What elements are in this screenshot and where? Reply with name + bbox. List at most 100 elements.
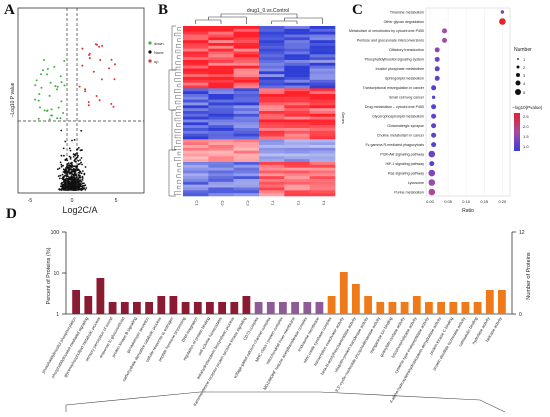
panel-a-letter: A (4, 2, 15, 18)
go-left-ylabel: Percent of Proteins (%) (46, 247, 52, 304)
volcano-point (68, 181, 71, 183)
volcano-point-up (81, 64, 84, 67)
heatmap-cell (259, 85, 285, 89)
volcano-point-down (56, 117, 59, 120)
bubble-category-label: Glycerophospholipid metabolism (372, 115, 424, 119)
volcano-point (66, 165, 68, 168)
dendrogram-branch (177, 185, 181, 190)
volcano-point (68, 147, 71, 150)
heatmap-cell (309, 156, 336, 160)
go-bar (339, 272, 348, 314)
heatmap-cell (233, 60, 260, 64)
volcano-xlabel: Log2C/A (62, 205, 97, 215)
bubble-size-legend: Number 1 2 3 4 5 (514, 47, 532, 95)
heatmap-cell (284, 170, 310, 174)
bubble-point (431, 104, 437, 110)
heatmap-cell (284, 40, 310, 44)
heatmap-cell (208, 181, 234, 185)
heatmap-cell (233, 125, 260, 129)
volcano-point-up (110, 102, 113, 105)
heatmap-cell (183, 113, 209, 117)
heatmap-cell (259, 193, 285, 197)
heatmap-cell (208, 116, 234, 120)
heatmap-cell (284, 96, 310, 100)
volcano-point (81, 170, 84, 173)
size-legend-label: 2 (523, 65, 526, 70)
volcano-point (62, 176, 64, 179)
heatmap-cell (309, 122, 336, 126)
heatmap-cell (208, 51, 234, 55)
go-bar (303, 302, 312, 314)
heatmap-cell (284, 54, 310, 58)
heatmap-cell (259, 133, 285, 137)
dendrogram-branch (175, 112, 181, 116)
heatmap-cell (183, 119, 209, 123)
heatmap-cell (284, 45, 310, 49)
heatmap-panel: drug1_0.vs.Control C1 C2 C3 T1 T2 T3 Genes (168, 8, 346, 206)
heatmap-cell (233, 145, 260, 149)
heatmap-cell (259, 31, 285, 35)
heatmap-cell (208, 74, 234, 78)
heatmap-cell (259, 65, 285, 69)
volcano-point-down (34, 84, 37, 87)
heatmap-cell (208, 28, 234, 32)
volcano-point-down (48, 118, 51, 121)
dendrogram-branch (174, 117, 181, 122)
volcano-point (60, 163, 63, 166)
heatmap-cell (259, 111, 285, 115)
go-bar (461, 302, 470, 314)
heatmap-cell (183, 122, 209, 126)
volcano-point (62, 164, 64, 167)
heatmap-cell (233, 150, 260, 154)
heatmap-cell (208, 159, 234, 163)
heatmap-cell (259, 88, 285, 92)
volcano-point-up (98, 99, 101, 102)
volcano-point (79, 149, 82, 152)
heatmap-cell (284, 190, 310, 194)
heatmap-cell (259, 176, 285, 180)
heatmap-cell (233, 167, 260, 171)
heatmap-cell (233, 162, 260, 166)
heatmap-cell (284, 130, 310, 134)
dendrogram-branch (174, 134, 181, 139)
bubble-point (431, 113, 437, 119)
volcano-point (66, 166, 68, 169)
heatmap-cell (183, 43, 209, 47)
color-legend-tick: 2.5 (523, 114, 529, 119)
bubble-point (428, 179, 436, 186)
heatmap-cell (208, 111, 234, 115)
heatmap-cell (284, 176, 310, 180)
dendrogram-branch (177, 27, 181, 31)
heatmap-cell (309, 136, 336, 140)
heatmap-cell (233, 130, 260, 134)
bubble-point (431, 95, 436, 100)
volcano-point-up (81, 47, 84, 50)
volcano-point-up (98, 45, 101, 48)
heatmap-cell (259, 184, 285, 188)
volcano-point (68, 184, 71, 187)
heatmap-column-label: C2 (220, 200, 225, 206)
heatmap-cell (183, 159, 209, 163)
volcano-point-down (60, 81, 63, 84)
go-bar (364, 296, 372, 314)
volcano-point (59, 161, 62, 164)
go-bar (157, 296, 166, 314)
heatmap-cell (233, 153, 260, 157)
dendrogram-branch (176, 163, 181, 167)
heatmap-cell (208, 130, 234, 134)
heatmap-cell (183, 40, 209, 44)
volcano-point-up (94, 43, 97, 46)
volcano-point (83, 185, 86, 187)
volcano-point (61, 181, 63, 184)
heatmap-cell (284, 79, 310, 83)
volcano-points (34, 43, 116, 191)
heatmap-cell (233, 136, 260, 140)
volcano-point (64, 182, 67, 185)
volcano-point (68, 166, 71, 169)
heatmap-cell (284, 28, 310, 32)
volcano-point (84, 188, 87, 191)
volcano-point (66, 181, 68, 184)
heatmap-cell (259, 48, 285, 52)
go-category-labels: phosphatidylinositol phosphorylationphos… (41, 315, 503, 406)
heatmap-cell (233, 28, 260, 32)
